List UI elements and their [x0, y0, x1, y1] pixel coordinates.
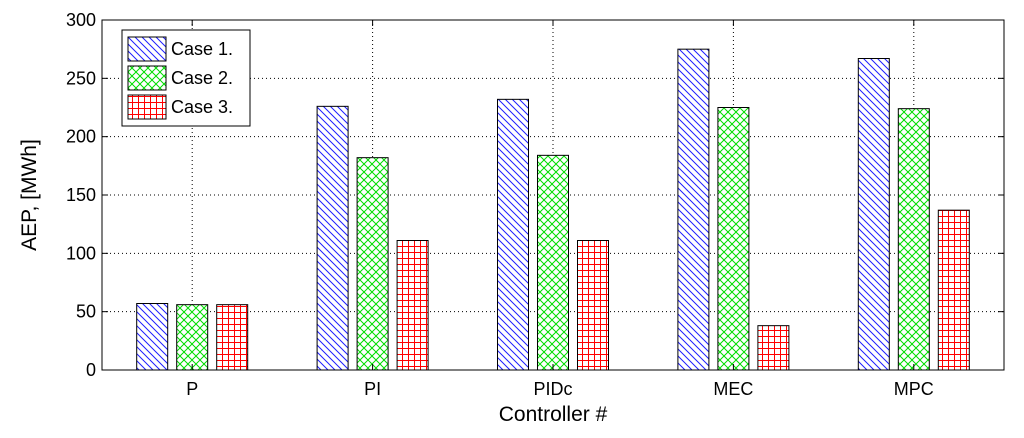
y-tick-label: 200 [66, 127, 96, 147]
legend-swatch [127, 94, 167, 120]
x-tick-label: P [186, 379, 198, 399]
x-tick-label: MEC [713, 379, 753, 399]
x-tick-label: MPC [894, 379, 934, 399]
axis-ticks: 0 50 100 150 200 250 300 P PI PIDc MEC MPC [66, 10, 1004, 399]
y-tick-label: 300 [66, 10, 96, 30]
bar-case-3-mpc [937, 209, 970, 371]
bar-case-1-p [136, 303, 169, 371]
bars [136, 48, 970, 371]
bar-case-2-p [176, 304, 209, 371]
x-tick-label: PIDc [533, 379, 572, 399]
legend-swatch [127, 36, 167, 62]
y-tick-label: 250 [66, 68, 96, 88]
bar-case-3-mec [757, 325, 790, 371]
legend: Case 1. Case 2. Case 3. [121, 29, 251, 127]
x-axis-title: Controller # [499, 403, 608, 426]
bar-case-1-mec [677, 48, 710, 371]
bar-case-1-mpc [857, 58, 890, 371]
bar-case-2-pidc [537, 154, 569, 371]
y-tick-label: 50 [76, 302, 96, 322]
bar-case-2-mpc [897, 108, 930, 371]
y-tick-label: 150 [66, 185, 96, 205]
legend-label: Case 2. [171, 68, 233, 88]
x-tick-label: PI [364, 379, 381, 399]
bar-case-3-pi [396, 240, 429, 371]
y-axis-title: AEP, [MWh] [18, 139, 41, 251]
bar-case-1-pi [316, 105, 349, 371]
y-tick-label: 100 [66, 243, 96, 263]
bar-case-2-mec [717, 107, 750, 371]
bar-case-3-pidc [577, 240, 609, 371]
y-tick-label: 0 [86, 360, 96, 380]
bar-case-2-pi [356, 157, 389, 371]
legend-swatch [127, 65, 167, 91]
legend-label: Case 3. [171, 97, 233, 117]
legend-label: Case 1. [171, 39, 233, 59]
bar-case-3-p [216, 304, 249, 371]
bar-case-1-pidc [497, 98, 529, 371]
